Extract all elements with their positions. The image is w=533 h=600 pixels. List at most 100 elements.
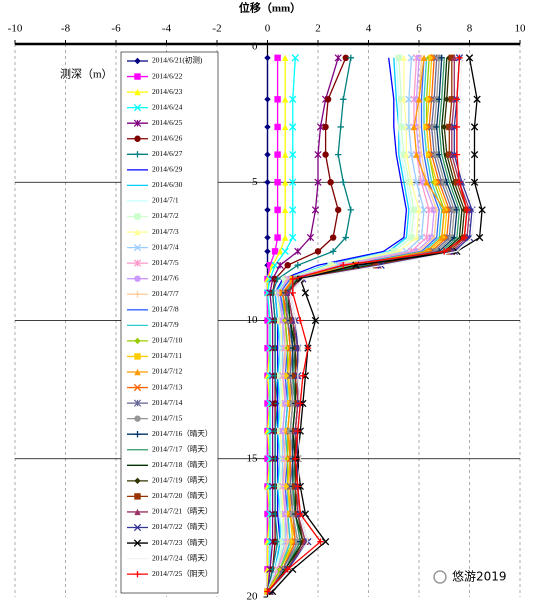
marker xyxy=(465,54,474,62)
marker xyxy=(317,538,324,545)
marker xyxy=(316,123,325,131)
x-tick-label: 6 xyxy=(416,23,422,35)
marker xyxy=(264,400,271,407)
marker xyxy=(264,588,271,595)
marker xyxy=(274,275,281,283)
marker xyxy=(322,151,329,158)
marker xyxy=(342,54,349,62)
legend-label: 2014/7/5 xyxy=(152,258,179,267)
legend-label: 2014/6/30 xyxy=(152,180,183,189)
marker xyxy=(448,96,456,103)
x-tick-label: 2 xyxy=(315,23,321,35)
marker xyxy=(299,372,307,379)
marker xyxy=(329,248,337,255)
marker xyxy=(314,248,322,255)
marker xyxy=(134,431,141,438)
marker xyxy=(425,96,433,103)
marker xyxy=(441,206,448,214)
legend-label: 2014/7/20（晴天） xyxy=(152,490,212,500)
legend-label: 2014/7/9 xyxy=(152,320,179,329)
marker xyxy=(470,150,479,159)
marker xyxy=(289,206,297,214)
marker xyxy=(271,248,279,255)
legend-label: 2014/6/25 xyxy=(152,118,183,127)
legend-label: 2014/7/14 xyxy=(152,398,183,407)
marker xyxy=(268,587,277,596)
marker xyxy=(335,151,342,158)
marker xyxy=(390,248,397,255)
marker xyxy=(134,151,141,158)
marker xyxy=(134,477,141,485)
marker xyxy=(264,54,271,62)
marker xyxy=(327,262,334,269)
series-line xyxy=(266,57,410,592)
marker xyxy=(134,57,141,65)
y-tick-label: 20 xyxy=(247,591,259,600)
marker xyxy=(281,96,289,103)
marker xyxy=(134,228,141,236)
series-line xyxy=(266,57,440,592)
marker xyxy=(289,178,297,186)
marker xyxy=(276,248,284,255)
marker xyxy=(134,88,141,96)
marker xyxy=(289,538,296,545)
x-tick-label: -10 xyxy=(8,23,23,35)
marker xyxy=(425,151,433,158)
marker xyxy=(133,103,142,112)
legend-label: 2014/7/1 xyxy=(152,196,179,205)
y-tick-label: 15 xyxy=(247,452,259,464)
marker xyxy=(441,234,448,241)
marker xyxy=(134,337,141,345)
marker xyxy=(292,455,299,462)
marker xyxy=(398,123,405,131)
marker xyxy=(423,179,430,186)
marker xyxy=(395,54,402,62)
legend-label: 2014/7/12 xyxy=(152,367,183,376)
marker xyxy=(274,179,281,186)
legend-label: 2014/7/17（晴天） xyxy=(152,443,212,453)
series-line xyxy=(269,57,453,592)
marker xyxy=(403,151,410,158)
marker xyxy=(470,178,479,186)
series-line xyxy=(269,57,461,592)
marker xyxy=(274,123,281,131)
marker xyxy=(297,400,304,407)
marker xyxy=(297,510,304,518)
marker xyxy=(340,96,347,103)
marker xyxy=(274,54,281,62)
legend-label: 2014/7/11 xyxy=(152,351,182,360)
series-line xyxy=(266,57,352,592)
marker xyxy=(281,123,289,131)
plot xyxy=(263,54,486,596)
watermark: 悠游2019 xyxy=(452,569,507,584)
x-tick-label: -6 xyxy=(111,23,121,35)
marker xyxy=(274,234,281,241)
marker xyxy=(456,54,463,62)
legend-box xyxy=(120,51,219,594)
marker xyxy=(134,275,141,282)
marker xyxy=(304,344,312,352)
marker xyxy=(133,523,142,532)
legend-label: 2014/7/6 xyxy=(152,273,179,282)
marker xyxy=(342,234,349,241)
series-line xyxy=(266,57,420,592)
legend-label: 2014/6/22 xyxy=(152,71,183,80)
marker xyxy=(347,206,355,214)
legend-label: 2014/7/15 xyxy=(152,413,183,422)
marker xyxy=(134,73,141,80)
marker xyxy=(274,151,281,158)
series-line xyxy=(269,57,463,592)
marker xyxy=(324,96,332,103)
legend-label: 2014/7/4 xyxy=(152,242,179,251)
marker xyxy=(314,150,322,159)
marker xyxy=(134,353,141,360)
marker xyxy=(453,151,461,158)
marker xyxy=(276,372,284,379)
marker xyxy=(133,119,142,127)
marker xyxy=(423,123,430,131)
marker xyxy=(408,234,415,241)
marker xyxy=(284,483,291,490)
marker xyxy=(133,243,142,252)
legend-label: 2014/7/18（晴天） xyxy=(152,459,212,469)
marker xyxy=(133,259,142,267)
